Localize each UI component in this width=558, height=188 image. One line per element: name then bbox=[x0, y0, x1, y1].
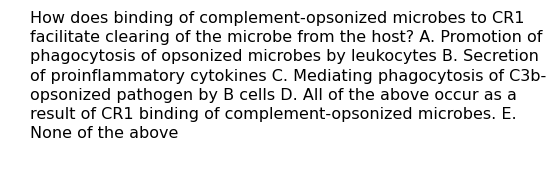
Text: How does binding of complement-opsonized microbes to CR1
facilitate clearing of : How does binding of complement-opsonized… bbox=[30, 11, 546, 141]
